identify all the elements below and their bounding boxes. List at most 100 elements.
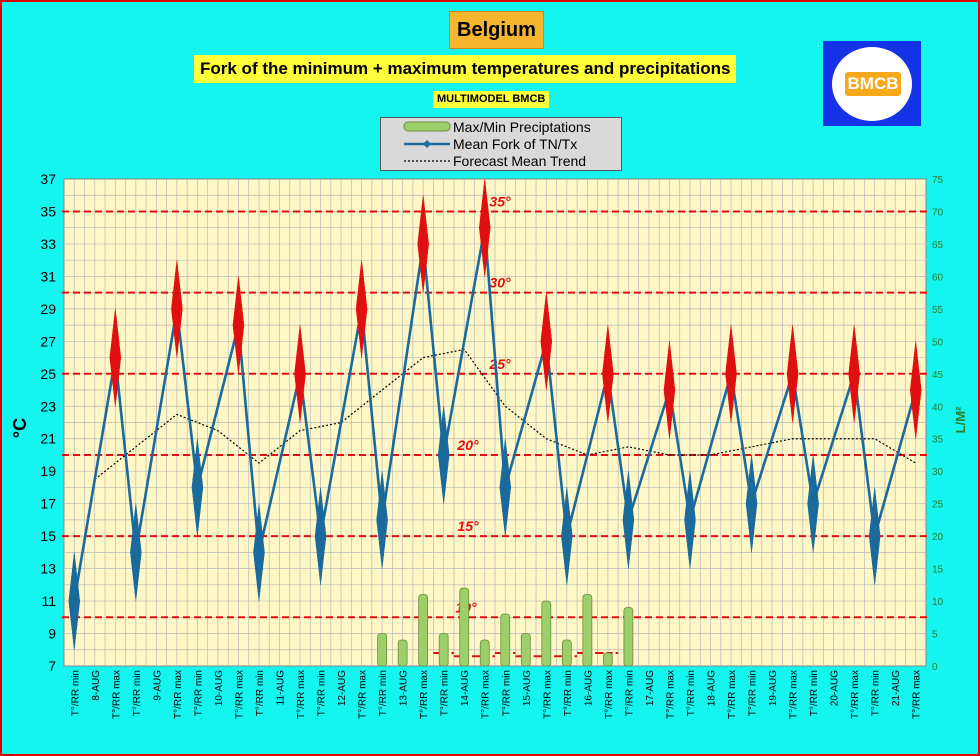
min-range-marker — [745, 454, 758, 553]
max-range-marker — [355, 260, 368, 358]
x-tick-label: T°/RR max — [234, 670, 245, 719]
y2-tick-label: 25 — [932, 500, 944, 511]
min-range-marker — [253, 503, 265, 602]
threshold-label: 35° — [489, 193, 511, 209]
precip-bar — [479, 639, 490, 667]
y-tick-label: 11 — [41, 593, 56, 609]
threshold-label: 15° — [457, 518, 479, 534]
max-range-marker — [909, 341, 922, 439]
legend-trend-swatch — [404, 160, 450, 162]
x-tick-label: T°/RR min — [70, 670, 81, 716]
max-range-marker — [786, 325, 799, 423]
y2-tick-label: 60 — [932, 272, 944, 283]
x-tick-label: 15-AUG — [522, 670, 533, 706]
x-tick-label: T°/RR max — [173, 670, 184, 719]
min-range-marker — [684, 471, 696, 569]
x-tick-label: T°/RR min — [871, 670, 882, 716]
legend-precip-swatch — [403, 121, 451, 132]
y2-tick-label: 75 — [932, 175, 944, 186]
x-tick-label: T°/RR max — [727, 670, 738, 719]
x-tick-label: 20-AUG — [830, 670, 841, 706]
min-range-marker — [191, 438, 204, 537]
y2-tick-label: 55 — [932, 305, 944, 316]
y-axis-title: °C — [10, 418, 30, 438]
max-range-marker — [540, 292, 553, 391]
x-tick-label: T°/RR max — [542, 670, 553, 719]
x-tick-label: 10-AUG — [214, 670, 225, 706]
precip-bar — [602, 652, 613, 667]
min-range-marker — [499, 438, 512, 537]
y2-tick-label: 20 — [932, 532, 944, 543]
legend-item-fork: Mean Fork of TN/Tx — [381, 136, 621, 153]
x-tick-label: T°/RR min — [501, 670, 512, 716]
y2-tick-label: 10 — [932, 597, 944, 608]
threshold-label: 25° — [488, 356, 511, 372]
y-tick-label: 37 — [40, 171, 56, 187]
y2-tick-label: 30 — [932, 467, 944, 478]
min-range-marker — [622, 471, 635, 569]
legend-label-fork: Mean Fork of TN/Tx — [453, 136, 578, 152]
x-tick-label: T°/RR max — [604, 670, 615, 719]
max-range-marker — [478, 178, 491, 277]
threshold-label: 30° — [489, 275, 511, 291]
max-range-marker — [109, 308, 122, 407]
x-tick-label: 18-AUG — [707, 670, 718, 706]
precip-bar — [561, 639, 572, 667]
precip-bar — [623, 607, 634, 667]
x-tick-label: T°/RR max — [789, 670, 800, 719]
x-tick-label: T°/RR max — [358, 670, 369, 719]
y-tick-label: 23 — [40, 398, 56, 414]
min-range-marker — [314, 487, 327, 585]
min-range-marker — [868, 487, 881, 585]
x-tick-label: 8-AUG — [91, 670, 102, 701]
y-tick-label: 19 — [40, 463, 56, 479]
precip-bar — [418, 594, 429, 667]
y-tick-label: 31 — [40, 268, 56, 284]
chart-subtitle-2: MULTIMODEL BMCB — [433, 91, 550, 108]
x-tick-label: T°/RR min — [686, 670, 697, 716]
x-tick-label: T°/RR max — [111, 670, 122, 719]
y-tick-label: 27 — [40, 333, 56, 349]
x-tick-label: 12-AUG — [337, 670, 348, 706]
max-range-marker — [663, 341, 676, 439]
y-tick-label: 13 — [40, 561, 56, 577]
y-tick-label: 25 — [40, 366, 56, 382]
max-range-marker — [171, 260, 183, 358]
precip-bar — [397, 639, 408, 667]
precip-bar — [438, 633, 449, 667]
x-tick-label: T°/RR min — [317, 670, 328, 716]
x-tick-label: T°/RR min — [193, 670, 204, 716]
min-range-marker — [807, 454, 819, 553]
x-tick-label: T°/RR min — [809, 670, 820, 716]
y2-tick-label: 50 — [932, 337, 944, 348]
precip-bar — [541, 600, 552, 667]
max-range-marker — [848, 325, 860, 423]
y-tick-label: 33 — [40, 236, 56, 252]
max-range-marker — [232, 276, 245, 374]
x-tick-label: 17-AUG — [645, 670, 656, 706]
min-range-marker — [437, 406, 450, 504]
logo-text: BMCB — [845, 72, 901, 96]
legend-item-precip: Max/Min Preciptations — [381, 119, 621, 136]
x-tick-label: 9-AUG — [152, 670, 163, 701]
y2-tick-label: 45 — [932, 370, 944, 381]
y2-tick-label: 35 — [932, 435, 944, 446]
x-tick-label: T°/RR max — [665, 670, 676, 719]
y-tick-label: 9 — [48, 626, 56, 642]
precip-bar — [520, 633, 531, 667]
precip-bar — [582, 594, 593, 667]
y2-tick-label: 70 — [932, 207, 944, 218]
x-tick-label: 21-AUG — [891, 670, 902, 706]
y2-tick-label: 0 — [932, 662, 938, 673]
y-tick-label: 17 — [40, 496, 56, 512]
x-tick-label: T°/RR min — [563, 670, 574, 716]
y-tick-label: 21 — [40, 431, 56, 447]
precip-bar — [459, 587, 470, 667]
x-tick-label: 16-AUG — [583, 670, 594, 706]
x-tick-label: T°/RR min — [748, 670, 759, 716]
x-tick-label: T°/RR max — [419, 670, 430, 719]
legend-item-trend: Forecast Mean Trend — [381, 153, 621, 170]
y-tick-label: 7 — [48, 658, 56, 674]
threshold-label: 20° — [456, 437, 479, 453]
fork-line — [72, 227, 917, 602]
